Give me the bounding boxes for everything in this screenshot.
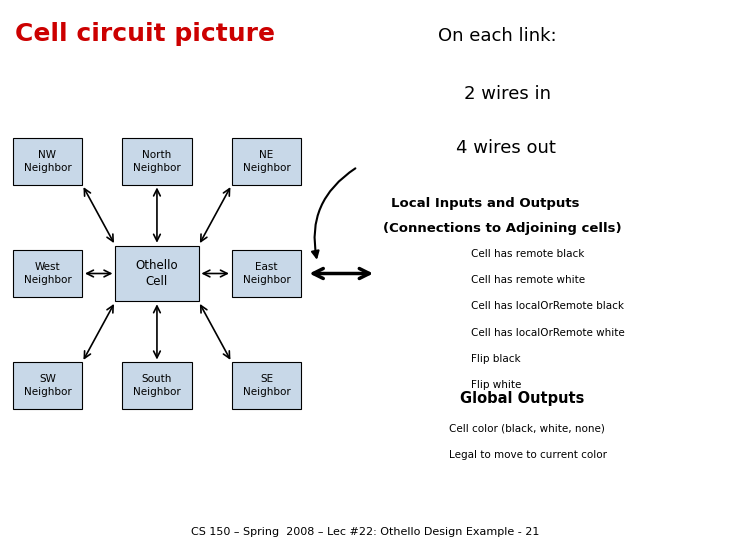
Text: Cell has localOrRemote black: Cell has localOrRemote black — [471, 301, 624, 311]
Text: Legal to move to current color: Legal to move to current color — [449, 450, 607, 460]
Text: NW
Neighbor: NW Neighbor — [23, 150, 72, 172]
Text: Cell color (black, white, none): Cell color (black, white, none) — [449, 424, 605, 434]
FancyBboxPatch shape — [122, 362, 191, 409]
Text: NE
Neighbor: NE Neighbor — [242, 150, 291, 172]
Text: (Connections to Adjoining cells): (Connections to Adjoining cells) — [383, 222, 622, 235]
Text: Flip black: Flip black — [471, 354, 520, 364]
Text: South
Neighbor: South Neighbor — [133, 375, 181, 397]
FancyBboxPatch shape — [232, 362, 301, 409]
Text: SW
Neighbor: SW Neighbor — [23, 375, 72, 397]
Text: Global Outputs: Global Outputs — [460, 391, 584, 406]
Text: 2 wires in: 2 wires in — [464, 85, 550, 103]
Text: Cell circuit picture: Cell circuit picture — [15, 22, 274, 46]
Text: On each link:: On each link: — [438, 27, 556, 45]
Text: CS 150 – Spring  2008 – Lec #22: Othello Design Example - 21: CS 150 – Spring 2008 – Lec #22: Othello … — [191, 527, 539, 537]
Text: Cell has localOrRemote white: Cell has localOrRemote white — [471, 328, 625, 337]
Text: SE
Neighbor: SE Neighbor — [242, 375, 291, 397]
Text: North
Neighbor: North Neighbor — [133, 150, 181, 172]
Text: 4 wires out: 4 wires out — [456, 139, 556, 158]
Text: East
Neighbor: East Neighbor — [242, 263, 291, 284]
Text: Local Inputs and Outputs: Local Inputs and Outputs — [391, 197, 579, 210]
Text: Flip white: Flip white — [471, 380, 521, 390]
Text: Othello
Cell: Othello Cell — [136, 259, 178, 288]
Text: West
Neighbor: West Neighbor — [23, 263, 72, 284]
Text: Cell has remote white: Cell has remote white — [471, 275, 585, 285]
FancyBboxPatch shape — [232, 138, 301, 185]
FancyBboxPatch shape — [115, 246, 199, 301]
Text: Cell has remote black: Cell has remote black — [471, 249, 584, 259]
FancyBboxPatch shape — [13, 138, 82, 185]
FancyBboxPatch shape — [13, 251, 82, 296]
FancyBboxPatch shape — [232, 251, 301, 296]
FancyBboxPatch shape — [13, 362, 82, 409]
FancyBboxPatch shape — [122, 138, 191, 185]
